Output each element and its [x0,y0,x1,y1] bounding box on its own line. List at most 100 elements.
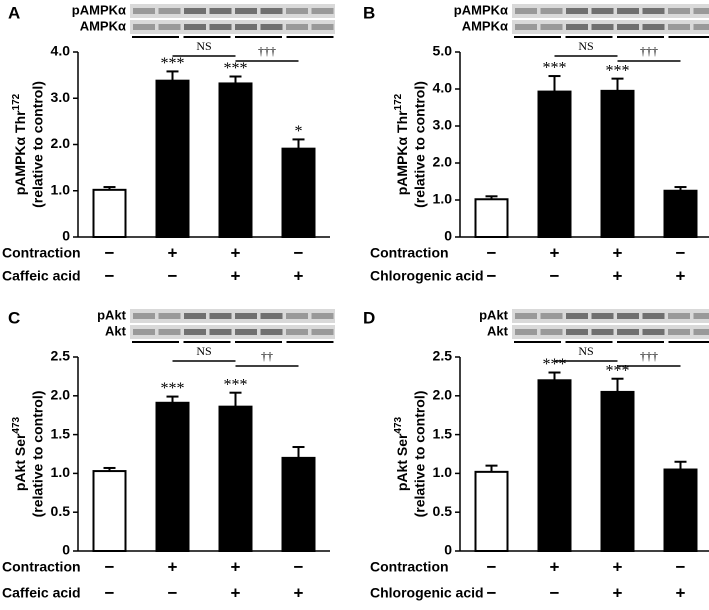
panel-label: D [363,308,375,327]
blot-band [286,313,308,319]
bar [663,468,698,552]
blot-band [311,329,334,335]
y-tick-label: 1.0 [51,464,71,480]
blot-band [158,8,181,14]
blot-band [158,313,181,319]
significance: *** [161,55,185,72]
condition-sign: − [676,557,686,576]
blot-band [617,24,639,30]
y-axis-label: pAMPKα Thr172 [393,93,410,195]
blot-strip [130,309,335,323]
comparison-label: NS [196,344,211,358]
blot-band [693,329,709,335]
bar [92,470,127,552]
blot-band [260,8,283,14]
blot-band [668,313,690,319]
condition-sign: + [550,243,560,262]
blot-band [133,24,155,30]
panel-label: A [8,3,20,22]
blot-band [286,24,308,30]
significance: *** [161,380,185,397]
significance: *** [224,60,248,77]
bar [474,198,509,238]
condition-sign: − [550,583,560,602]
condition-sign: + [613,266,623,285]
condition-sign: − [105,583,115,602]
blot-band [591,329,614,335]
panel-label: C [8,308,20,327]
blot-band [260,313,283,319]
blot-band [311,24,334,30]
condition-sign: + [231,583,241,602]
y-tick-label: 0.5 [433,503,453,519]
condition-sign: − [168,266,178,285]
y-axis-label-text: pAMPKα Thr [12,110,28,195]
y-tick-label: 4.0 [51,43,71,59]
y-axis-label-superscript: 172 [393,93,404,110]
condition-name: Contraction [2,245,81,261]
blot-label: pAMPKα [72,2,126,17]
condition-sign: + [613,557,623,576]
blot-band [235,8,257,14]
condition-sign: + [294,266,304,285]
blot-band [209,329,232,335]
blot-strip [130,325,335,339]
blot-band [617,313,639,319]
condition-sign: − [294,557,304,576]
blot-band [642,24,665,30]
comparison-label: ††† [640,349,658,363]
comparison-label: ††† [640,44,658,58]
y-tick-label: 2.5 [433,348,453,364]
y-tick-label: 5.0 [433,43,453,59]
blot-band [209,313,232,319]
condition-sign: − [294,243,304,262]
blot-label: Akt [105,323,127,338]
y-axis-label-superscript: 473 [393,416,404,433]
significance: *** [606,362,630,379]
y-tick-label: 0 [62,228,70,244]
condition-sign: − [487,583,497,602]
condition-name: Caffeic acid [2,268,81,284]
y-axis-label-2: (relative to control) [412,81,428,208]
blot-band [133,313,155,319]
y-tick-label: 0 [444,228,452,244]
condition-name: Chlorogenic acid [370,585,484,601]
blot-band [235,24,257,30]
y-tick-label: 3.0 [51,89,71,105]
y-tick-label: 2.5 [51,348,71,364]
blot-band [184,24,206,30]
condition-name: Contraction [370,245,449,261]
y-tick-label: 1.5 [433,425,453,441]
y-tick-label: 0 [444,542,452,558]
blot-band [286,8,308,14]
condition-sign: + [613,583,623,602]
blot-band [184,313,206,319]
blot-band [515,24,537,30]
blot-label: AMPKα [80,18,126,33]
significance: *** [224,376,248,393]
blot-band [515,313,537,319]
blot-band [642,313,665,319]
y-tick-label: 0.5 [51,503,71,519]
y-axis-label-superscript: 172 [11,93,22,110]
bar [92,188,127,238]
blot-band [540,329,563,335]
condition-name: Contraction [370,559,449,575]
y-tick-label: 0 [62,542,70,558]
blot-band [209,8,232,14]
blot-label: Akt [487,323,509,338]
blot-band [591,24,614,30]
condition-name: Contraction [2,559,81,575]
bar [474,470,509,552]
blot-band [566,8,588,14]
y-axis-label-2: (relative to control) [412,391,428,518]
bar [537,379,572,552]
blot-band [566,329,588,335]
comparison-label: NS [196,39,211,53]
blot-label: pAkt [97,307,127,322]
y-axis-label-2: (relative to control) [30,391,46,518]
y-axis-label-superscript: 473 [11,416,22,433]
bar [218,82,253,238]
condition-sign: + [613,243,623,262]
